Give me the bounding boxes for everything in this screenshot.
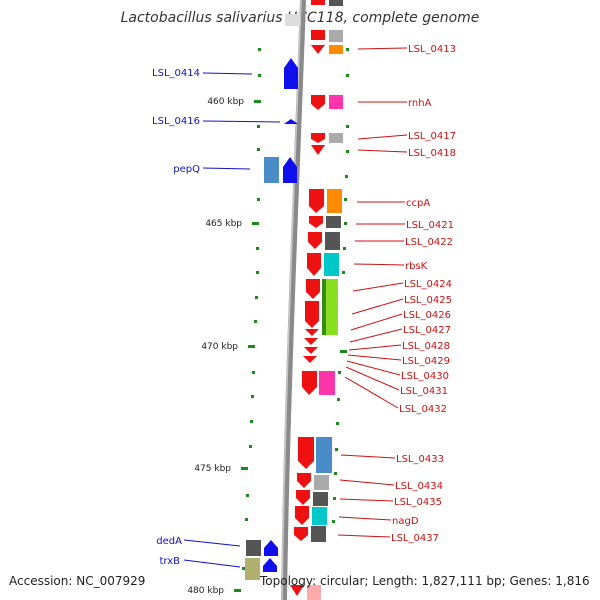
gene-arrow — [309, 216, 323, 228]
gene-label: LSL_0422 — [405, 237, 453, 248]
reverse-genes — [290, 0, 325, 596]
gene-arrow — [263, 558, 277, 572]
gene-label: LSL_0425 — [404, 295, 452, 306]
right-labels: LSL_0413 rnhA LSL_0417 LSL_0418 ccpA LSL… — [391, 44, 456, 544]
gene-arrow — [311, 0, 325, 5]
gene-arrow — [297, 473, 311, 488]
gene-arrow — [284, 119, 298, 124]
gene-label: ccpA — [406, 198, 430, 209]
gene-arrow — [311, 95, 325, 110]
gene-arrow — [295, 506, 309, 525]
gene-arrow — [303, 356, 317, 363]
scale-label: 465 kbp — [205, 219, 242, 229]
gene-arrow — [311, 45, 325, 54]
scale-label: 475 kbp — [194, 464, 231, 474]
gene-arrow — [305, 329, 319, 336]
gene-label: LSL_0418 — [408, 148, 456, 159]
scale-label: 470 kbp — [201, 342, 238, 352]
gene-arrow — [308, 232, 322, 249]
gene-label: LSL_0421 — [406, 220, 454, 231]
gene-arrow — [296, 490, 310, 505]
gene-label: LSL_0437 — [391, 533, 439, 544]
gene-label: LSL_0434 — [395, 481, 443, 492]
gene-arrow — [264, 540, 278, 556]
gene-label: LSL_0427 — [403, 325, 451, 336]
gene-label: LSL_0429 — [402, 356, 450, 367]
gene-arrow — [307, 253, 321, 276]
gene-arrow — [283, 157, 297, 183]
gene-label: LSL_0426 — [403, 310, 451, 321]
inner-ticks — [242, 48, 261, 570]
scale-labels: 460 kbp 465 kbp 470 kbp 475 kbp 480 kbp — [187, 97, 244, 596]
forward-genes — [263, 58, 298, 572]
gene-label: LSL_0433 — [396, 454, 444, 465]
gene-label: nagD — [392, 516, 419, 527]
gene-arrow — [311, 30, 325, 40]
gene-arrow — [298, 437, 314, 469]
gene-arrow — [306, 279, 320, 299]
gene-arrow — [309, 189, 324, 213]
genome-summary-text: Topology: circular; Length: 1,827,111 bp… — [260, 574, 590, 588]
gene-label: LSL_0428 — [402, 341, 450, 352]
gene-arrow — [302, 371, 317, 395]
scale-label: 480 kbp — [187, 586, 224, 596]
gene-label: LSL_0416 — [152, 116, 200, 127]
gene-label: LSL_0431 — [400, 386, 448, 397]
gene-label: rnhA — [408, 98, 432, 109]
gene-label: LSL_0417 — [408, 131, 456, 142]
accession-text: Accession: NC_007929 — [9, 574, 146, 588]
left-labels: LSL_0414 LSL_0416 pepQ dedA trxB — [152, 68, 200, 567]
left-cog-blocks — [245, 14, 300, 580]
gene-arrow — [294, 527, 308, 541]
genome-backbone-highlight — [281, 0, 302, 600]
gene-arrow — [284, 58, 298, 89]
gene-arrow — [290, 585, 304, 596]
gene-label: pepQ — [173, 164, 200, 175]
gene-arrow — [311, 145, 325, 155]
genome-backbone — [281, 0, 306, 600]
gene-label: LSL_0435 — [394, 497, 442, 508]
scale-label: 460 kbp — [207, 97, 244, 107]
left-leaders — [183, 72, 281, 568]
gene-label: LSL_0424 — [404, 279, 452, 290]
gene-arrow — [304, 347, 318, 354]
gene-arrow — [311, 133, 325, 143]
gene-label: trxB — [159, 556, 180, 567]
gene-label: dedA — [156, 536, 182, 547]
gene-arrow — [304, 338, 318, 345]
gene-label: LSL_0432 — [399, 404, 447, 415]
gene-arrow — [305, 301, 319, 328]
scale-ticks — [234, 100, 261, 592]
gene-label: rbsK — [405, 261, 428, 272]
right-cog-blocks — [307, 0, 343, 600]
gene-label: LSL_0430 — [401, 371, 449, 382]
gene-label: LSL_0413 — [408, 44, 456, 55]
outer-ticks — [332, 48, 349, 523]
gene-label: LSL_0414 — [152, 68, 200, 79]
right-leaders — [337, 47, 408, 538]
